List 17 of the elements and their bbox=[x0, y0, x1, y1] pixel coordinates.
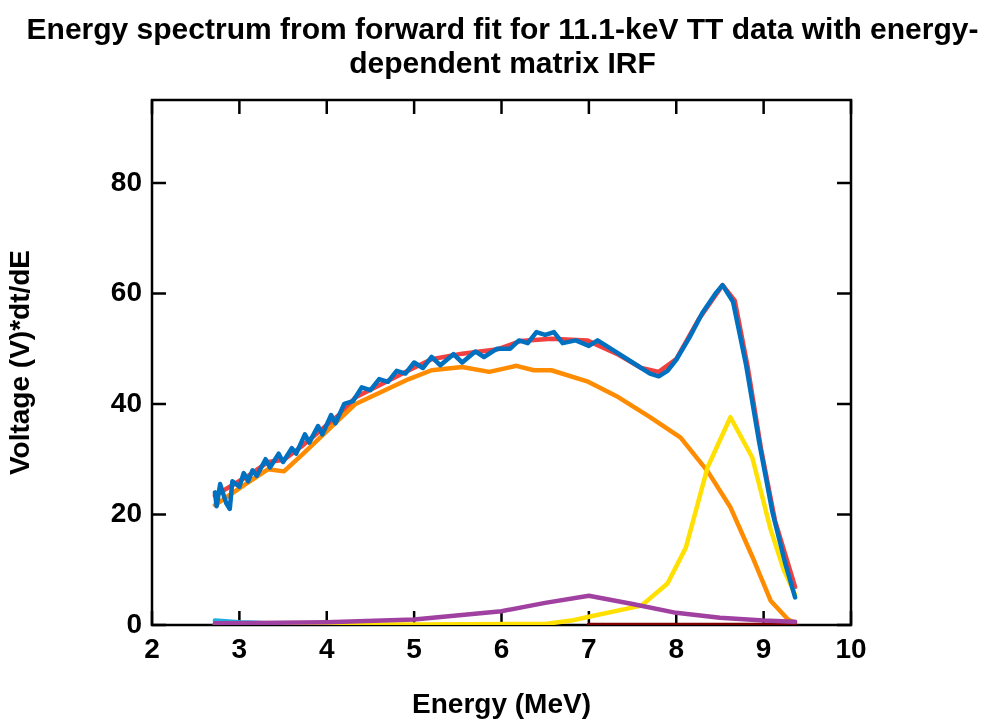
y-tick-label: 0 bbox=[126, 607, 142, 639]
y-tick-label: 60 bbox=[110, 276, 142, 308]
y-tick-label: 40 bbox=[110, 386, 142, 418]
y-axis-title: Voltage (V)*dt/dE bbox=[3, 249, 35, 476]
chart-title: Energy spectrum from forward fit for 11.1-keV TT data with energy-dependent matrix IRF bbox=[25, 12, 980, 80]
x-tick-label: 6 bbox=[493, 632, 510, 664]
x-tick-label: 10 bbox=[835, 632, 867, 664]
x-tick-label: 3 bbox=[231, 632, 248, 664]
x-tick-label: 2 bbox=[144, 632, 160, 664]
x-tick-label: 7 bbox=[581, 632, 597, 664]
x-axis-title: Energy (MeV) bbox=[412, 687, 591, 719]
y-tick-label: 20 bbox=[110, 497, 142, 529]
x-tick-label: 5 bbox=[406, 632, 422, 664]
x-tick-label: 4 bbox=[318, 632, 335, 664]
y-tick-label: 80 bbox=[110, 165, 142, 197]
x-tick-label: 8 bbox=[668, 632, 685, 664]
x-tick-label: 9 bbox=[755, 632, 772, 664]
